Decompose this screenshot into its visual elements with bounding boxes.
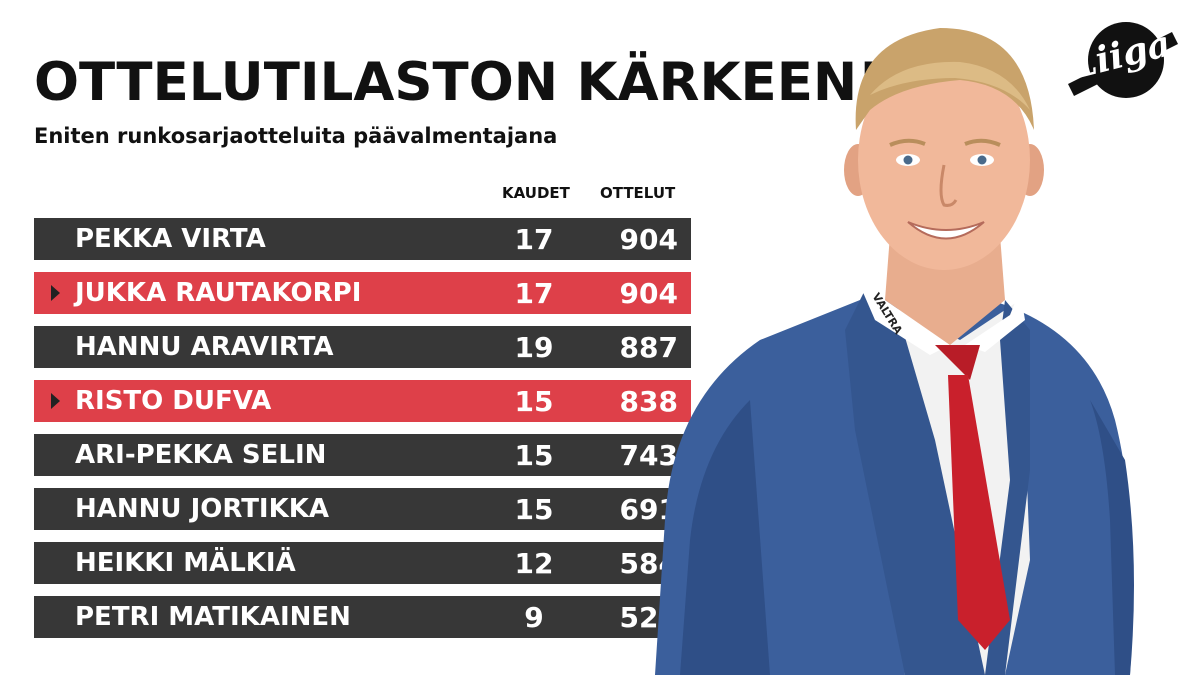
seasons-value: 17 — [514, 223, 554, 256]
games-value: 838 — [619, 385, 678, 418]
seasons-value: 15 — [514, 493, 554, 526]
seasons-value: 15 — [514, 385, 554, 418]
marker-triangle-icon — [51, 285, 60, 301]
games-value: 743 — [619, 439, 678, 472]
table-row: PEKKA VIRTA 17 904 — [34, 218, 691, 260]
coach-name: RISTO DUFVA — [75, 386, 272, 416]
table-row-highlighted: JUKKA RAUTAKORPI 17 904 — [34, 272, 691, 314]
table-row: PETRI MATIKAINEN 9 528 — [34, 596, 691, 638]
seasons-value: 15 — [514, 439, 554, 472]
seasons-value: 9 — [524, 601, 544, 634]
table-row: HANNU JORTIKKA 15 691 — [34, 488, 691, 530]
coach-name: PETRI MATIKAINEN — [75, 602, 351, 632]
table-row: ARI-PEKKA SELIN 15 743 — [34, 434, 691, 476]
coach-name: JUKKA RAUTAKORPI — [75, 278, 362, 308]
page-subtitle: Eniten runkosarjaotteluita päävalmentaja… — [34, 124, 558, 148]
seasons-value: 12 — [514, 547, 554, 580]
table-row: HEIKKI MÄLKIÄ 12 584 — [34, 542, 691, 584]
coach-name: HANNU JORTIKKA — [75, 494, 330, 524]
coach-name: ARI-PEKKA SELIN — [75, 440, 327, 470]
table-row-highlighted: RISTO DUFVA 15 838 — [34, 380, 691, 422]
games-value: 887 — [619, 331, 678, 364]
seasons-value: 17 — [514, 277, 554, 310]
games-value: 904 — [619, 223, 678, 256]
coach-name: HEIKKI MÄLKIÄ — [75, 548, 296, 578]
coach-portrait-icon: VALTRA — [655, 28, 1134, 675]
page-title: OTTELUTILASTON KÄRKEEN! — [34, 52, 882, 113]
column-header-seasons: KAUDET — [502, 184, 570, 202]
games-value: 904 — [619, 277, 678, 310]
liiga-logo-icon: ® Liiga — [1060, 14, 1180, 104]
column-header-games: OTTELUT — [600, 184, 676, 202]
coach-name: PEKKA VIRTA — [75, 224, 266, 254]
seasons-value: 19 — [514, 331, 554, 364]
marker-triangle-icon — [51, 393, 60, 409]
coach-name: HANNU ARAVIRTA — [75, 332, 334, 362]
svg-text:®: ® — [1166, 33, 1175, 43]
table-row: HANNU ARAVIRTA 19 887 — [34, 326, 691, 368]
